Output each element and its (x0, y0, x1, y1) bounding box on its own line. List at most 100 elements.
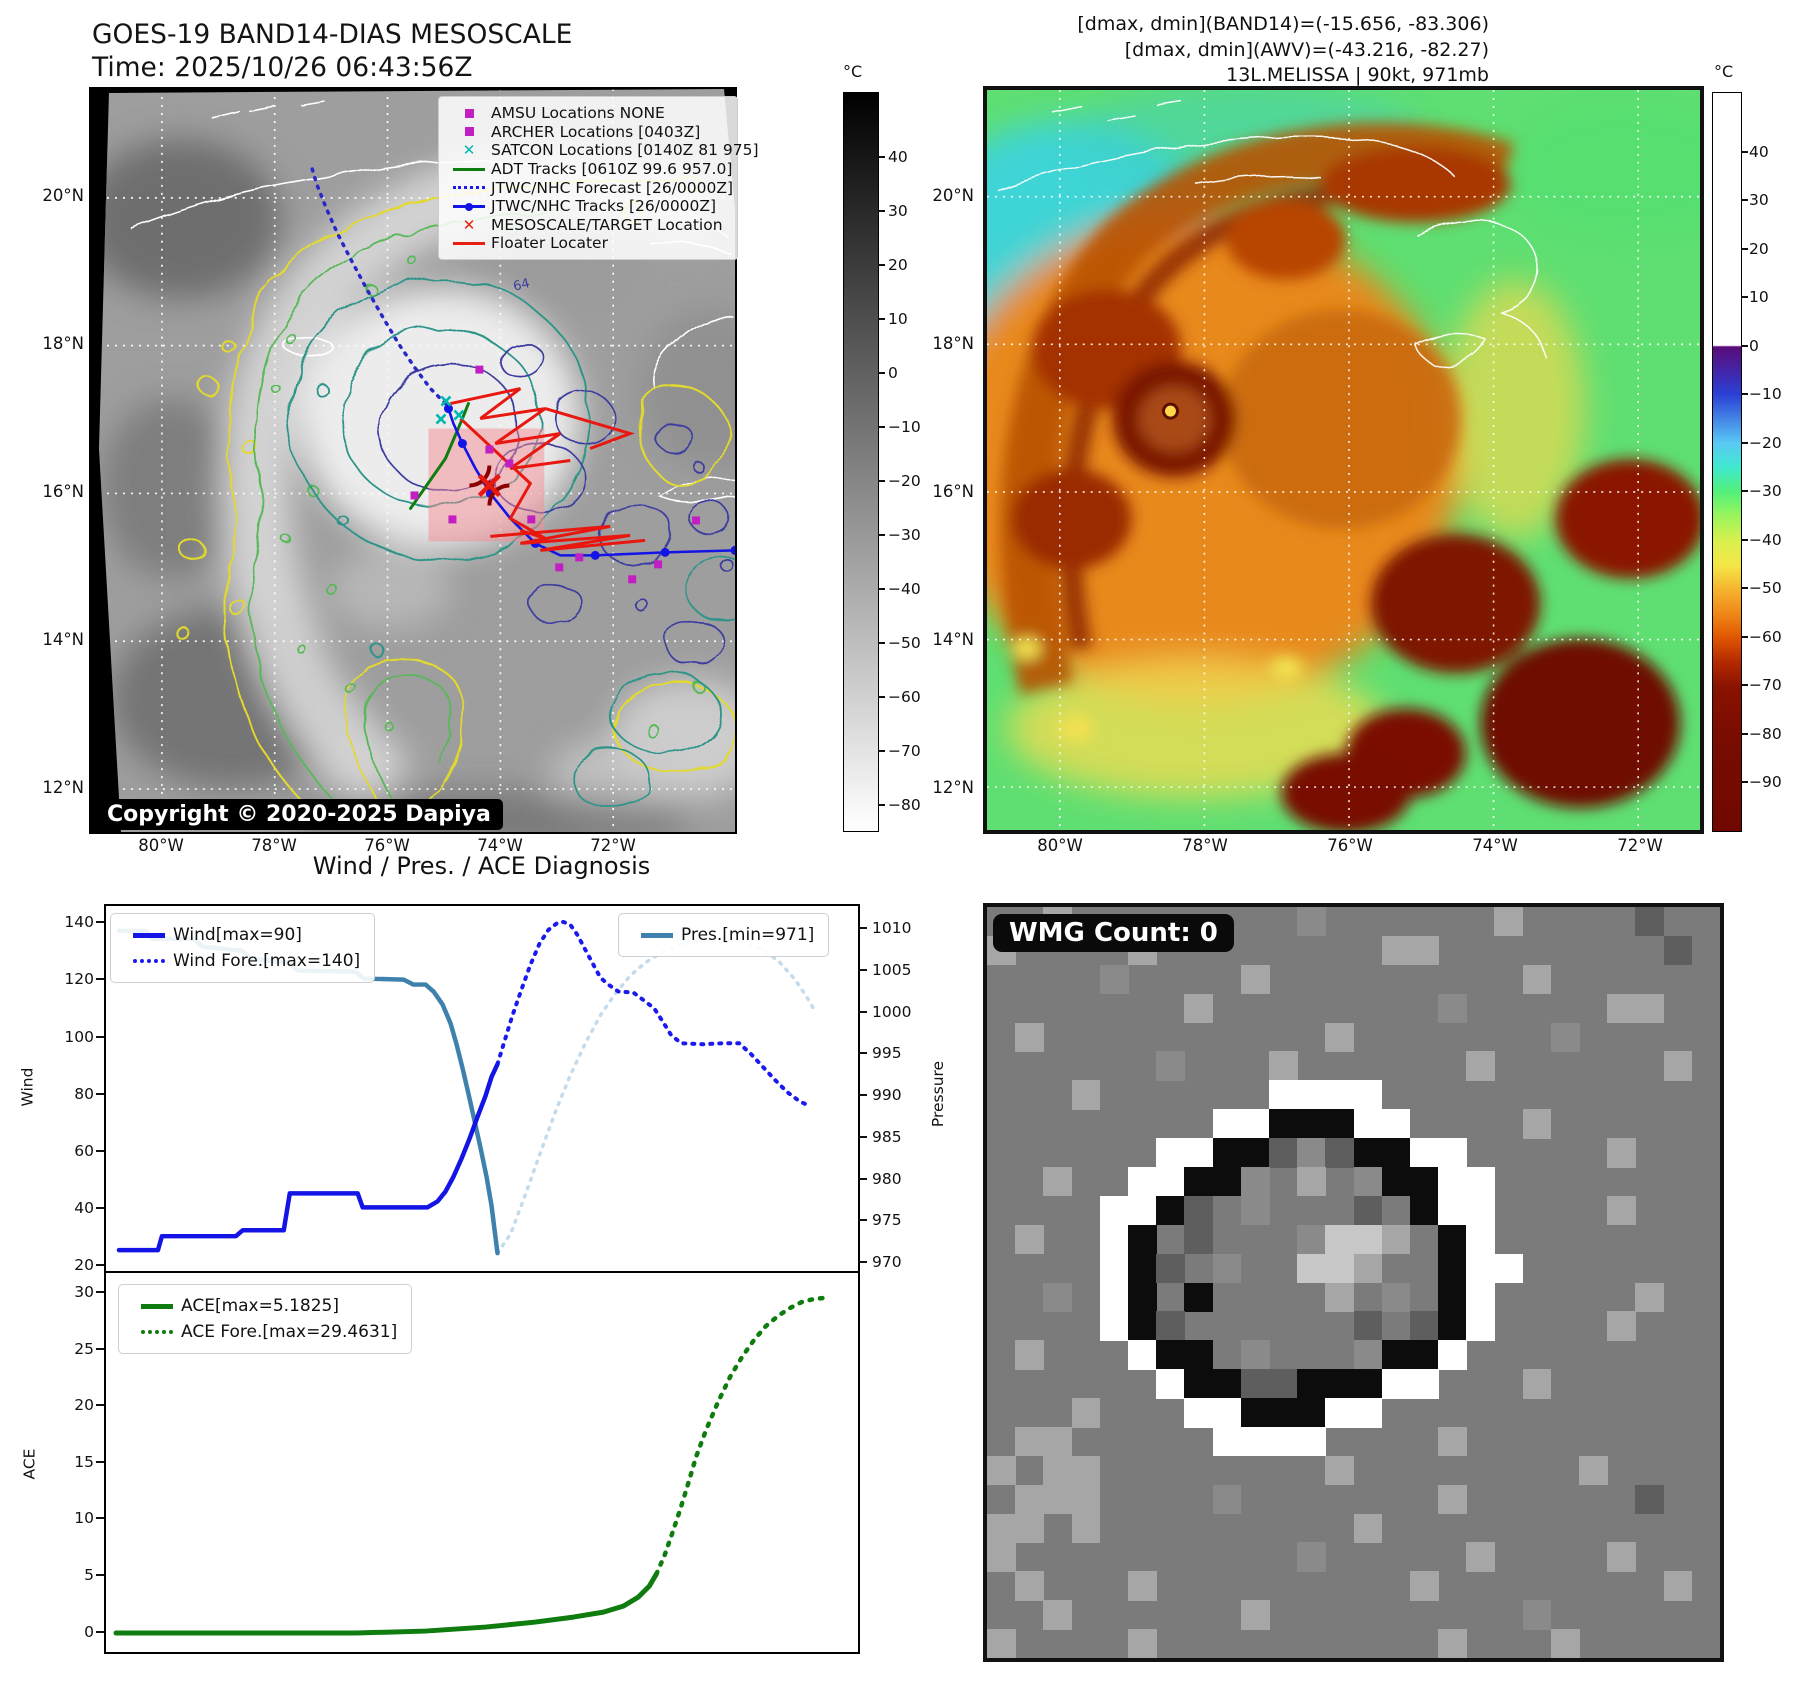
tick-label: −10 (888, 418, 921, 436)
wmg-pixel (1043, 1484, 1073, 1515)
map-legend: AMSU Locations NONE ARCHER Locations [04… (438, 96, 759, 260)
tick-mark (878, 480, 885, 482)
wmg-pixel (1466, 1051, 1496, 1081)
wmg-pixel (1071, 1513, 1101, 1544)
wmg-pixel (1268, 1138, 1298, 1168)
wmg-pixel (1127, 1195, 1157, 1226)
wmg-pixel (1353, 1080, 1383, 1110)
satcon-location-markers (435, 395, 465, 425)
tick-mark (858, 969, 867, 971)
wmg-pixel (1156, 1195, 1185, 1226)
wmg-pixel (1466, 1282, 1496, 1312)
wmg-pixel (1156, 1369, 1185, 1399)
wmg-pixel (1297, 1369, 1326, 1399)
tick-label: 980 (872, 1170, 902, 1188)
wmg-pixel (1607, 993, 1636, 1024)
tick-mark (96, 1631, 104, 1633)
wmg-pixel (1099, 1195, 1129, 1226)
wmg-pixel (1353, 1253, 1383, 1284)
tick-label: 20°N (932, 186, 974, 205)
tick-label: 0 (84, 1623, 94, 1641)
tick-mark (878, 696, 885, 698)
wmg-pixel (1297, 1542, 1326, 1572)
tick-label: 30 (1749, 191, 1769, 209)
wmg-pixel (1099, 1311, 1129, 1341)
wmg-pixel (1043, 1600, 1073, 1630)
wmg-pixel (1156, 1311, 1185, 1341)
wmg-pixel (1071, 1455, 1101, 1486)
wmg-pixel (1663, 935, 1693, 966)
tick-mark (1741, 199, 1748, 201)
tick-mark (96, 1291, 104, 1293)
wmg-pixel (1466, 1195, 1496, 1226)
wmg-pixel (1381, 1166, 1411, 1197)
tick-label: −40 (1749, 531, 1782, 549)
wmg-pixel (1438, 1340, 1467, 1370)
tick-label: 18°N (42, 334, 84, 353)
wmg-pixel (1184, 993, 1214, 1024)
tick-label: 0 (1749, 337, 1759, 355)
wmg-pixel (1325, 1224, 1355, 1255)
coastlines (996, 100, 1549, 367)
tick-label: 80°W (1037, 836, 1083, 855)
wmg-pixel (987, 1629, 1016, 1658)
wmg-pixel (1325, 1455, 1355, 1486)
tick-label: 20 (888, 256, 908, 274)
tick-label: 1000 (872, 1003, 912, 1021)
tick-mark (96, 1264, 104, 1266)
wmg-pixel (1156, 1051, 1185, 1081)
wmg-pixel (1353, 1109, 1383, 1139)
tick-label: −80 (888, 796, 921, 814)
contour-value-label: 64 (512, 276, 532, 295)
wmg-pixel (1240, 1369, 1270, 1399)
adt-track-line (409, 402, 470, 510)
tick-mark (96, 1348, 104, 1350)
wmg-pixel (1409, 1369, 1439, 1399)
wmg-pixel (1635, 1282, 1665, 1312)
tick-mark (1741, 781, 1748, 783)
ir-map (987, 90, 1700, 830)
legend-item-floater: Floater Locater (447, 234, 727, 253)
wmg-pixel (1409, 1571, 1439, 1601)
tick-label: −30 (1749, 482, 1782, 500)
wmg-pixel (1635, 993, 1665, 1024)
tick-label: −60 (1749, 628, 1782, 646)
wmg-pixel (1015, 1340, 1044, 1370)
tick-mark (96, 1036, 104, 1038)
tick-label: −50 (1749, 579, 1782, 597)
legend-item-amsu: AMSU Locations NONE (447, 104, 727, 123)
pressure-forecast-line (495, 937, 817, 1255)
legend-label: JTWC/NHC Tracks [26/0000Z] (491, 197, 717, 216)
wmg-pixel (1184, 1224, 1214, 1255)
wind-legend: Wind[max=90] Wind Fore.[max=140] (110, 913, 376, 983)
tick-label: 20 (74, 1396, 94, 1414)
wmg-pixel (1184, 1340, 1214, 1370)
wmg-pixel (1635, 1484, 1665, 1515)
wmg-pixel (1043, 1282, 1073, 1312)
tick-label: 30 (888, 202, 908, 220)
tick-label: 76°W (364, 836, 410, 855)
tick-label: 20 (1749, 240, 1769, 258)
wmg-pixel (1550, 1022, 1580, 1053)
tick-label: 78°W (251, 836, 297, 855)
wmg-pixel (1212, 1369, 1242, 1399)
wmg-pixel (1184, 1195, 1214, 1226)
tick-label: 1010 (872, 919, 912, 937)
tick-mark (878, 426, 885, 428)
info-storm-intensity: 13L.MELISSA | 90kt, 971mb (1226, 64, 1489, 86)
hurricane-eye (1162, 402, 1179, 420)
wmg-pixel (1268, 1426, 1298, 1457)
wmg-pixel (1127, 1629, 1157, 1658)
wmg-pixel (1438, 1311, 1467, 1341)
wmg-pixel (1297, 1253, 1326, 1284)
tick-mark (96, 921, 104, 923)
wmg-pixel (1184, 1369, 1214, 1399)
wmg-pixel (1212, 1166, 1242, 1197)
tick-label: −60 (888, 688, 921, 706)
tick-mark (878, 210, 885, 212)
tick-label: 80 (74, 1085, 94, 1103)
wmg-pixel (1381, 1369, 1411, 1399)
tick-mark (878, 750, 885, 752)
wmg-pixel (1015, 1022, 1044, 1053)
legend-label: Wind Fore.[max=140] (173, 951, 361, 971)
